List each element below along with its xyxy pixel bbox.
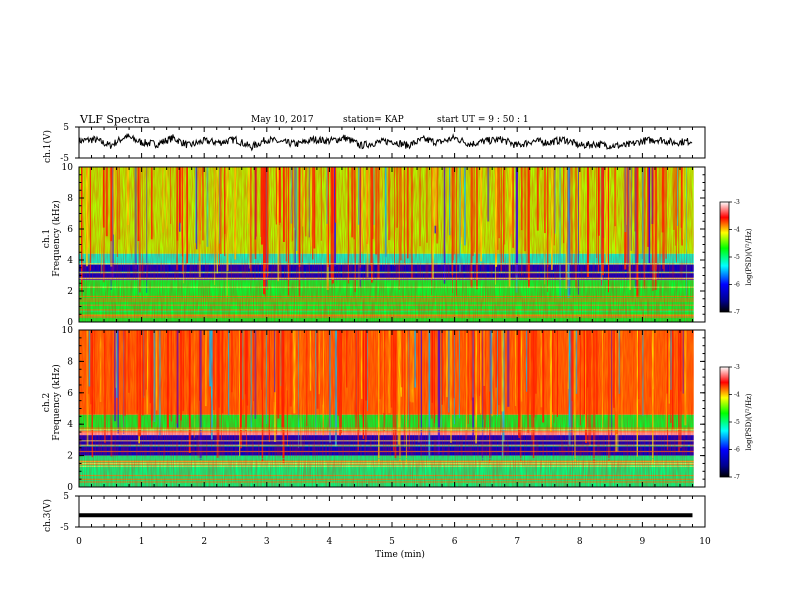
x-tick-label: 2 [201, 537, 207, 547]
ch2-colorbar: -3 -4 -5 -6 -7 log(PSD)(V²/Hz) [719, 364, 753, 481]
y-tick-label: 5 [63, 492, 69, 502]
colorbar-tick-label: -6 [734, 447, 740, 454]
y-axis-label: ch.1Frequency (kHz) [42, 200, 62, 277]
y-tick-label: 6 [67, 225, 73, 235]
x-tick-label: 9 [640, 537, 646, 547]
noise-texture [79, 330, 705, 487]
x-axis: 0 1 2 3 4 5 6 7 8 9 10 [76, 537, 711, 547]
y-tick-label: 0 [67, 318, 73, 328]
start-time-label: start UT = 9 : 50 : 1 [437, 115, 529, 125]
ch2-spectrogram-panel: 0 2 4 6 8 10 ch.2Frequency (kHz) [42, 326, 706, 493]
x-tick-label: 0 [76, 537, 82, 547]
station-label: station= KAP [343, 115, 404, 125]
x-tick-label: 7 [514, 537, 520, 547]
noise-texture [79, 167, 705, 322]
x-axis-label: Time (min) [375, 549, 425, 560]
figure-title: VLF Spectra [79, 113, 150, 126]
y-tick-label: 5 [63, 123, 69, 133]
y-axis-label: ch.1(V) [42, 130, 53, 163]
y-tick-label: 6 [67, 389, 73, 399]
y-tick-label: 4 [67, 256, 73, 266]
y-tick-label: 10 [62, 163, 74, 173]
colorbar-tick-label: -7 [734, 309, 740, 316]
y-tick-label: 8 [67, 357, 73, 367]
ch1-spectrogram-panel: 0 2 4 6 8 10 ch.1Frequency (kHz) [42, 163, 706, 328]
colorbar-tick-label: -3 [734, 364, 740, 371]
x-tick-label: 10 [699, 537, 711, 547]
colorbar-tick-label: -5 [734, 254, 740, 261]
colorbar-tick-label: -4 [734, 392, 740, 399]
no-data-region [693, 330, 705, 487]
y-tick-label: 2 [67, 287, 73, 297]
y-tick-label: 0 [67, 483, 73, 493]
y-tick-label: 4 [67, 420, 73, 430]
y-tick-label: -5 [60, 523, 69, 533]
y-axis-label: ch.3(V) [42, 499, 53, 532]
ch3-waveform-panel: 5 -5 ch.3(V) [42, 492, 706, 533]
y-tick-label: 10 [62, 326, 74, 336]
colorbar-tick-label: -7 [734, 474, 740, 481]
x-tick-label: 1 [139, 537, 145, 547]
colorbar-scale [719, 201, 730, 313]
colorbar-scale [719, 366, 730, 478]
colorbar-label: log(PSD)(V²/Hz) [745, 228, 753, 285]
colorbar-tick-label: -4 [734, 227, 740, 234]
y-tick-label: -5 [60, 154, 69, 164]
x-tick-label: 3 [264, 537, 270, 547]
ch1-waveform-panel: 5 -5 ch.1(V) [42, 123, 706, 164]
recording-date: May 10, 2017 [251, 115, 314, 125]
ch1-colorbar: -3 -4 -5 -6 -7 log(PSD)(V²/Hz) [719, 199, 753, 316]
waveform-trace [78, 132, 693, 152]
colorbar-label: log(PSD)(V²/Hz) [745, 393, 753, 450]
x-tick-label: 4 [327, 537, 333, 547]
y-tick-label: 8 [67, 194, 73, 204]
colorbar-tick-label: -6 [734, 282, 740, 289]
y-tick-label: 2 [67, 452, 73, 462]
x-tick-label: 8 [577, 537, 583, 547]
colorbar-tick-label: -5 [734, 419, 740, 426]
x-tick-label: 5 [389, 537, 395, 547]
panel-frame [78, 495, 706, 528]
no-data-region [693, 167, 705, 322]
x-tick-label: 6 [452, 537, 458, 547]
colorbar-tick-label: -3 [734, 199, 740, 206]
y-axis-label: ch.2Frequency (kHz) [42, 364, 62, 441]
